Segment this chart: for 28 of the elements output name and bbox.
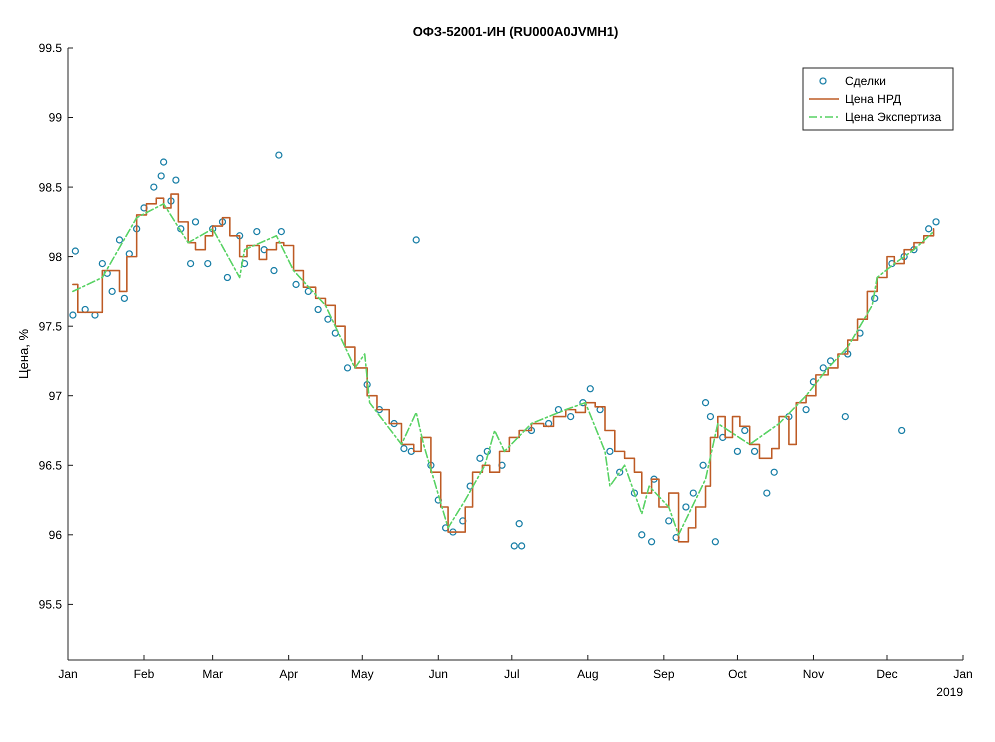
y-tick-label: 97.5 xyxy=(38,319,62,334)
legend-label: Цена НРД xyxy=(845,92,902,106)
x-tick-label: Nov xyxy=(802,667,824,681)
chart-title: ОФЗ-52001-ИН (RU000A0JVMH1) xyxy=(412,24,618,39)
y-tick-label: 96 xyxy=(48,528,62,542)
y-tick-label: 99.5 xyxy=(38,41,62,56)
x-tick-label: Aug xyxy=(577,667,599,681)
y-tick-label: 96.5 xyxy=(38,458,62,472)
y-tick-label: 99 xyxy=(48,110,62,125)
legend-label: Сделки xyxy=(845,74,886,88)
y-tick-label: 95.5 xyxy=(38,598,62,612)
x-tick-label: Feb xyxy=(134,667,155,681)
x-tick-label: Dec xyxy=(876,667,898,681)
x-tick-label: Apr xyxy=(279,667,298,681)
x-tick-label: Jul xyxy=(504,667,520,681)
x-tick-label: Jan xyxy=(58,667,78,681)
x-tick-label: Jun xyxy=(428,667,448,681)
text: 2019 xyxy=(936,685,964,699)
x-tick-label: May xyxy=(350,667,374,681)
y-tick-label: 97 xyxy=(48,388,62,403)
y-tick-label: 98 xyxy=(48,250,62,264)
x-tick-label: Jan xyxy=(953,667,973,681)
y-tick-label: 98.5 xyxy=(38,180,62,194)
y-axis-title: Цена, % xyxy=(16,328,31,380)
x-tick-label: Sep xyxy=(653,667,675,681)
x-tick-label: Mar xyxy=(202,667,224,681)
x-tick-label: Oct xyxy=(728,667,748,681)
legend-label: Цена Экспертиза xyxy=(845,110,942,124)
